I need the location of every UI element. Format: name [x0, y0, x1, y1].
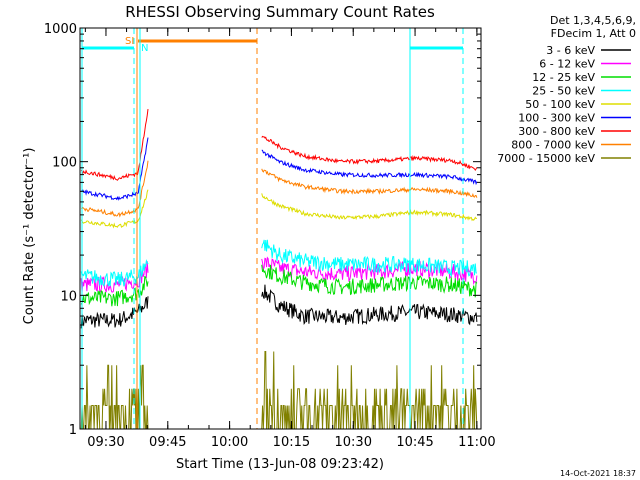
- footer-timestamp: 14-Oct-2021 18:37: [560, 469, 636, 478]
- legend-header-2: FDecim 1, Att 0: [551, 27, 636, 40]
- legend-label-5: 100 - 300 keV: [518, 112, 595, 125]
- x-tick-label: 10:30: [335, 435, 372, 450]
- legend-label-2: 12 - 25 keV: [532, 71, 595, 84]
- series-line-0-post: [261, 284, 478, 326]
- legend-label-8: 7000 - 15000 keV: [497, 152, 595, 165]
- night-label: N: [141, 43, 148, 54]
- y-tick-label: 100: [52, 156, 77, 171]
- x-axis-label: Start Time (13-Jun-08 09:23:42): [176, 457, 384, 472]
- series-line-7-pre: [80, 160, 149, 218]
- x-tick-label: 10:15: [273, 435, 310, 450]
- legend-header-1: Det 1,3,4,5,6,9,: [550, 14, 636, 27]
- legend-label-6: 300 - 800 keV: [518, 125, 595, 138]
- series-line-1-post: [261, 256, 478, 286]
- x-tick-label: 10:00: [211, 435, 248, 450]
- series-line-8-pre: [80, 364, 149, 430]
- chart-title: RHESSI Observing Summary Count Rates: [125, 3, 435, 21]
- series-line-4-post: [261, 193, 477, 222]
- series-line-3-post: [261, 239, 478, 278]
- y-tick-label: 1000: [44, 22, 77, 37]
- series-line-6-post: [261, 135, 478, 172]
- series-line-3-pre: [80, 259, 149, 287]
- series-line-2-pre: [80, 275, 149, 307]
- plot-frame: [79, 27, 482, 430]
- legend-label-3: 25 - 50 keV: [532, 85, 595, 98]
- series-line-7-post: [261, 168, 478, 198]
- y-axis-label: Count Rate (s⁻¹ detector⁻¹): [22, 148, 37, 325]
- legend-label-0: 3 - 6 keV: [546, 44, 595, 57]
- legend-label-4: 50 - 100 keV: [525, 98, 595, 111]
- saa-label: SI: [125, 36, 134, 47]
- series-line-6-pre: [80, 109, 149, 181]
- y-tick-label: 1: [69, 423, 77, 438]
- series-line-8-post: [261, 351, 478, 430]
- x-tick-label: 11:00: [458, 435, 495, 450]
- series-line-5-post: [261, 149, 478, 186]
- y-tick-label: 10: [60, 289, 77, 304]
- x-tick-label: 09:30: [87, 435, 124, 450]
- legend-label-1: 6 - 12 keV: [539, 58, 595, 71]
- x-tick-label: 09:45: [149, 435, 186, 450]
- x-tick-label: 10:45: [396, 435, 433, 450]
- legend-label-7: 800 - 7000 keV: [511, 139, 595, 152]
- series-line-2-post: [261, 264, 478, 298]
- series-line-5-pre: [80, 137, 149, 201]
